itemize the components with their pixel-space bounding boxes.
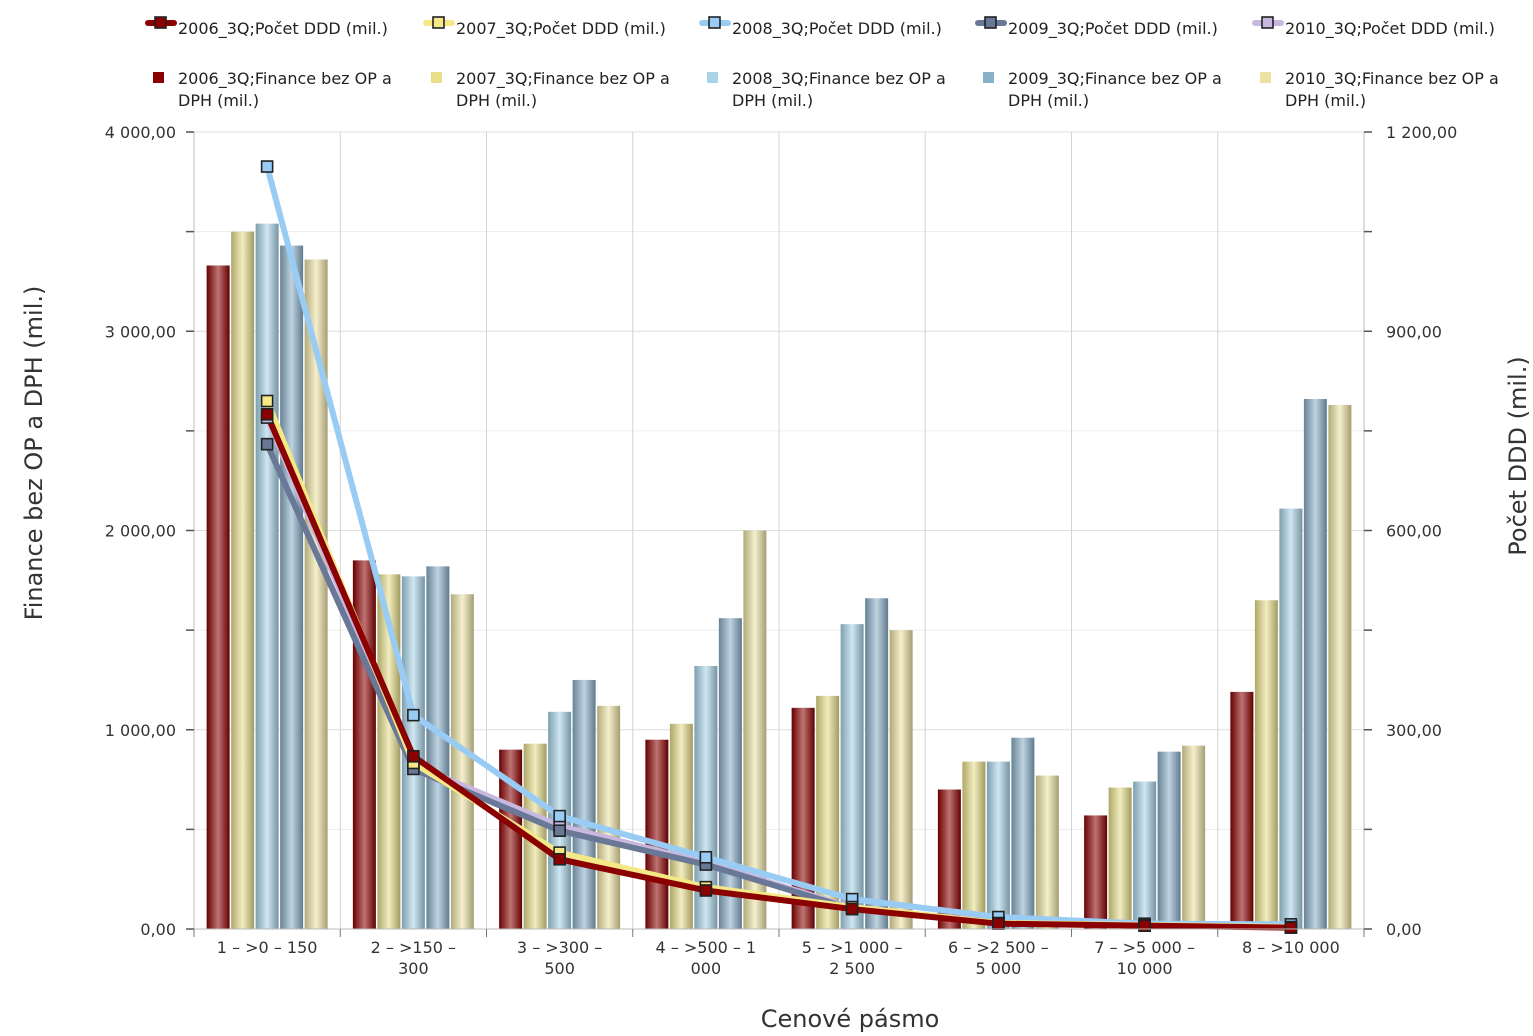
bar bbox=[304, 259, 328, 929]
bar bbox=[499, 749, 523, 929]
bar bbox=[206, 265, 230, 929]
x-tick-label: 5 – >1 000 –2 500 bbox=[802, 938, 903, 978]
data-point bbox=[553, 824, 566, 838]
bar bbox=[377, 574, 401, 929]
bar bbox=[865, 598, 889, 929]
bar bbox=[645, 739, 669, 929]
data-point bbox=[407, 708, 420, 722]
data-point bbox=[407, 750, 420, 763]
x-tick-label: 2 – >150 –300 bbox=[371, 938, 456, 978]
y-tick-label-right: 1 200,00 bbox=[1386, 123, 1457, 142]
bar bbox=[1254, 600, 1278, 929]
legend-label: 2006_3Q;Počet DDD (mil.) bbox=[178, 19, 388, 39]
bar bbox=[816, 695, 840, 929]
bar bbox=[1230, 691, 1254, 929]
x-tick-label: 8 – >10 000 bbox=[1242, 938, 1340, 957]
bar bbox=[450, 594, 474, 929]
x-tick-label: 6 – >2 500 –5 000 bbox=[948, 938, 1049, 978]
lines bbox=[260, 160, 1298, 934]
legend-bar-swatch bbox=[431, 72, 442, 83]
legend-bar-swatch bbox=[153, 72, 164, 83]
legend-label: 2009_3Q;Finance bez OP a DPH (mil.) bbox=[1008, 69, 1222, 110]
bar bbox=[1328, 404, 1352, 929]
bar bbox=[1133, 781, 1157, 929]
bar bbox=[597, 705, 621, 929]
bar bbox=[255, 223, 279, 929]
y-axis-left-title: Finance bez OP a DPH (mil.) bbox=[20, 286, 48, 621]
x-tick-label: 7 – >5 000 –10 000 bbox=[1094, 938, 1195, 978]
x-tick-label: 1 – >0 – 150 bbox=[217, 938, 318, 957]
legend-label: 2006_3Q;Finance bez OP a DPH (mil.) bbox=[178, 69, 392, 110]
bar bbox=[1157, 751, 1181, 929]
y-tick-label-right: 0,00 bbox=[1386, 920, 1422, 939]
bar bbox=[1108, 787, 1132, 929]
bar bbox=[669, 723, 693, 929]
bar bbox=[840, 624, 864, 929]
y-tick-label-left: 1 000,00 bbox=[105, 721, 176, 740]
data-point bbox=[699, 850, 713, 864]
bar bbox=[426, 566, 450, 929]
y-tick-label-left: 0,00 bbox=[140, 920, 176, 939]
data-point bbox=[260, 160, 274, 173]
y-axis-right-title: Počet DDD (mil.) bbox=[1504, 356, 1532, 555]
bar bbox=[889, 630, 913, 929]
y-tick-label-left: 3 000,00 bbox=[105, 322, 176, 341]
legend-marker bbox=[984, 16, 997, 29]
bar bbox=[1011, 737, 1035, 929]
data-point bbox=[992, 917, 1005, 930]
bar bbox=[572, 679, 596, 929]
y-tick-label-left: 2 000,00 bbox=[105, 522, 176, 541]
axes: 0,00 1 000,00 2 000,00 3 000,00 4 000,00 0,00… bbox=[105, 123, 1458, 978]
legend-label: 2010_3Q;Finance bez OP a DPH (mil.) bbox=[1285, 69, 1499, 110]
bar bbox=[743, 530, 767, 929]
x-tick-label: 4 – >500 – 1 000 bbox=[656, 938, 757, 978]
data-point bbox=[260, 394, 274, 408]
data-point bbox=[553, 809, 566, 823]
y-tick-label-left: 4 000,00 bbox=[105, 123, 176, 142]
data-point bbox=[260, 407, 274, 421]
bar bbox=[962, 761, 986, 929]
bar bbox=[791, 707, 815, 929]
legend-marker bbox=[708, 16, 721, 29]
legend-label: 2007_3Q;Finance bez OP a DPH (mil.) bbox=[456, 69, 670, 110]
bar bbox=[1084, 815, 1108, 929]
bar bbox=[1182, 745, 1206, 929]
series-line bbox=[264, 411, 1294, 931]
data-point bbox=[553, 852, 566, 866]
legend-label: 2008_3Q;Finance bez OP a DPH (mil.) bbox=[732, 69, 946, 110]
data-point bbox=[699, 884, 713, 897]
legend: 2006_3Q;Počet DDD (mil.) 2007_3Q;Počet DD… bbox=[145, 16, 1499, 110]
bar bbox=[231, 231, 255, 929]
bars bbox=[206, 223, 1352, 929]
y-tick-label-right: 300,00 bbox=[1386, 721, 1442, 740]
legend-bar-swatch bbox=[983, 72, 994, 83]
legend-label: 2007_3Q;Počet DDD (mil.) bbox=[456, 19, 666, 39]
bar bbox=[718, 618, 742, 929]
legend-marker bbox=[1261, 16, 1274, 29]
legend-bar-swatch bbox=[707, 72, 718, 83]
legend-label: 2010_3Q;Počet DDD (mil.) bbox=[1285, 19, 1495, 39]
data-point bbox=[845, 902, 859, 916]
y-tick-label-right: 600,00 bbox=[1386, 522, 1442, 541]
x-axis-title: Cenové pásmo bbox=[761, 1005, 940, 1033]
data-point bbox=[1138, 919, 1151, 932]
legend-marker bbox=[432, 16, 445, 29]
legend-bar-swatch bbox=[1260, 72, 1271, 83]
bar bbox=[280, 245, 304, 929]
bar bbox=[1279, 508, 1303, 929]
bar bbox=[986, 761, 1010, 929]
legend-marker bbox=[154, 16, 167, 29]
x-tick-label: 3 – >300 –500 bbox=[517, 938, 602, 978]
data-point bbox=[1284, 921, 1298, 934]
bar bbox=[1303, 398, 1327, 929]
legend-label: 2009_3Q;Počet DDD (mil.) bbox=[1008, 19, 1218, 39]
data-point bbox=[260, 437, 274, 451]
y-tick-label-right: 900,00 bbox=[1386, 322, 1442, 341]
bar bbox=[937, 789, 961, 929]
bar bbox=[1035, 775, 1059, 929]
legend-label: 2008_3Q;Počet DDD (mil.) bbox=[732, 19, 942, 39]
